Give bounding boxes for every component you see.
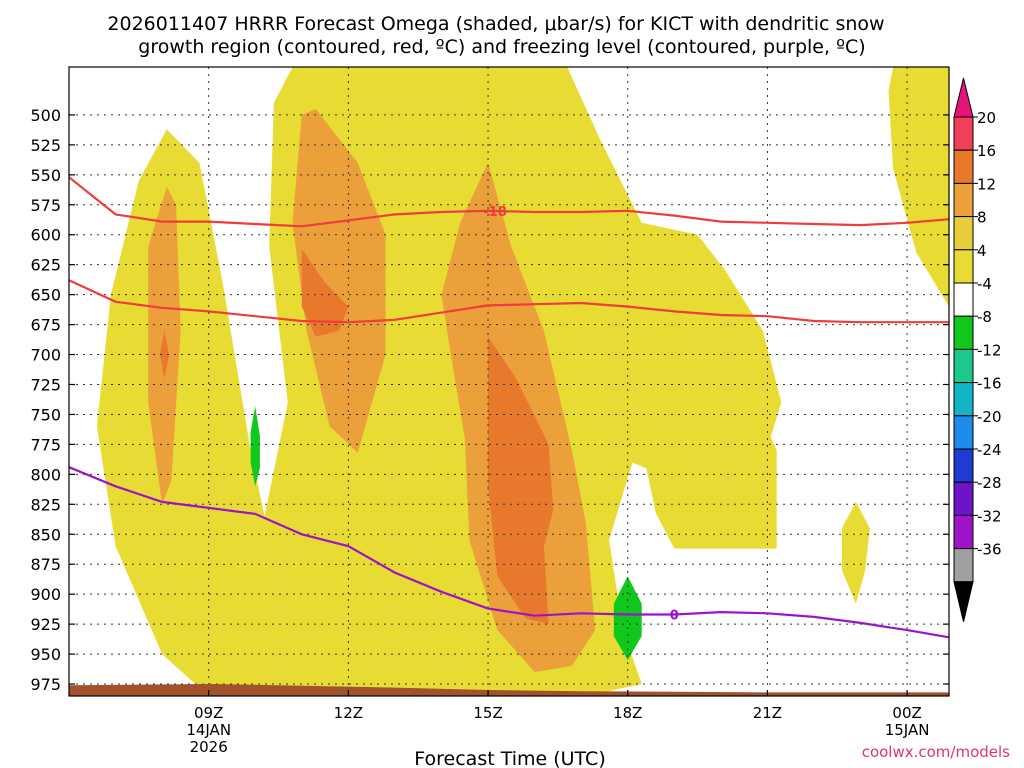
y-tick-label: 650	[30, 286, 61, 305]
colorbar-swatch	[953, 315, 974, 350]
x-tick-date: 15JAN	[885, 721, 930, 739]
contour-label: -18	[483, 205, 507, 220]
contour-line-1	[68, 176, 950, 228]
omega-region-3	[646, 408, 777, 549]
y-tick-label: 800	[30, 465, 61, 484]
y-tick-label: 625	[30, 256, 61, 275]
chart-title-line-2: growth region (contoured, red, ºC) and f…	[138, 36, 865, 58]
colorbar-swatch	[953, 249, 974, 284]
x-tick-label: 21Z	[753, 704, 782, 722]
omega-region-1	[96, 67, 782, 696]
plot-area: -18 0	[68, 67, 950, 696]
x-tick-label: 18Z	[613, 704, 642, 722]
y-tick-label: 600	[30, 226, 61, 245]
colorbar-swatch	[953, 282, 974, 317]
y-tick-label: 850	[30, 525, 61, 544]
colorbar-swatch	[953, 514, 974, 550]
colorbar-label: -4	[977, 275, 992, 293]
y-tick-label: 525	[30, 136, 61, 155]
colorbar-label: -24	[977, 441, 1002, 459]
colorbar: 20 16 12 8 4 -4 -8 -12 -16 -20 -24 -28 -32 -36	[953, 77, 1002, 622]
colorbar-label: -28	[977, 474, 1002, 492]
y-tick-label: 825	[30, 495, 61, 514]
omega-region-10	[488, 336, 554, 625]
colorbar-label: 12	[977, 175, 996, 193]
omega-shading	[96, 67, 949, 696]
colorbar-swatch	[953, 116, 974, 151]
y-tick-label: 775	[30, 435, 61, 454]
colorbar-swatch	[953, 415, 974, 450]
credit-text: coolwx.com/models	[862, 743, 1010, 761]
y-tick-label: 725	[30, 375, 61, 394]
y-axis-pressure: 500 525 550 575 600 625 650 675 700 725 750 775 800 8…	[30, 106, 949, 694]
colorbar-swatch	[953, 216, 974, 251]
colorbar-swatch	[953, 149, 974, 184]
omega-region-2	[888, 67, 949, 307]
colorbar-label: -8	[977, 308, 992, 326]
x-tick-date: 14JAN	[186, 721, 231, 739]
x-tick-label: 15Z	[473, 704, 502, 722]
omega-region-8	[301, 249, 349, 337]
x-tick-label: 00Z	[892, 704, 921, 722]
contour-label: 0	[670, 609, 679, 624]
colorbar-label: -12	[977, 341, 1002, 359]
y-tick-label: 875	[30, 555, 61, 574]
omega-region-5	[292, 108, 386, 453]
colorbar-label: -16	[977, 375, 1002, 393]
colorbar-label: -20	[977, 408, 1002, 426]
terrain-fill	[69, 684, 949, 696]
y-tick-label: 700	[30, 346, 61, 365]
colorbar-label: 4	[977, 242, 987, 260]
x-tick-label: 09Z	[194, 704, 223, 722]
contour-line-3	[68, 466, 950, 639]
y-tick-label: 900	[30, 585, 61, 604]
colorbar-swatch	[953, 382, 974, 417]
y-tick-label: 950	[30, 645, 61, 664]
colorbar-label: -36	[977, 541, 1002, 559]
terrain-ground	[69, 684, 949, 696]
y-tick-label: 925	[30, 615, 61, 634]
colorbar-label: -32	[977, 507, 1002, 525]
colorbar-bottom-arrow	[953, 581, 974, 622]
colorbar-swatch	[953, 448, 974, 483]
y-tick-label: 550	[30, 166, 61, 185]
plot-frame	[68, 66, 950, 697]
omega-region-9	[159, 330, 170, 379]
negative-omega-region-2	[613, 576, 642, 661]
colorbar-label: 16	[977, 142, 996, 160]
colorbar-label: 20	[977, 109, 996, 127]
chart-title-line-1: 2026011407 HRRR Forecast Omega (shaded, …	[107, 13, 884, 35]
y-tick-label: 500	[30, 106, 61, 125]
omega-region-4	[841, 501, 870, 604]
colorbar-swatch	[953, 481, 974, 516]
colorbar-swatch	[953, 348, 974, 384]
x-tick-label: 12Z	[334, 704, 363, 722]
temperature-contours: -18 0	[68, 176, 950, 639]
colorbar-top-arrow	[953, 77, 974, 118]
colorbar-swatch	[953, 182, 974, 218]
negative-omega-region-1	[250, 406, 260, 487]
y-tick-label: 975	[30, 675, 61, 694]
colorbar-swatch	[953, 548, 974, 583]
y-tick-label: 750	[30, 405, 61, 424]
y-tick-label: 575	[30, 196, 61, 215]
y-tick-label: 675	[30, 316, 61, 335]
colorbar-label: 8	[977, 209, 987, 227]
x-axis-title: Forecast Time (UTC)	[414, 748, 605, 768]
x-tick-year: 2026	[190, 738, 228, 756]
contour-line-2	[68, 279, 949, 324]
